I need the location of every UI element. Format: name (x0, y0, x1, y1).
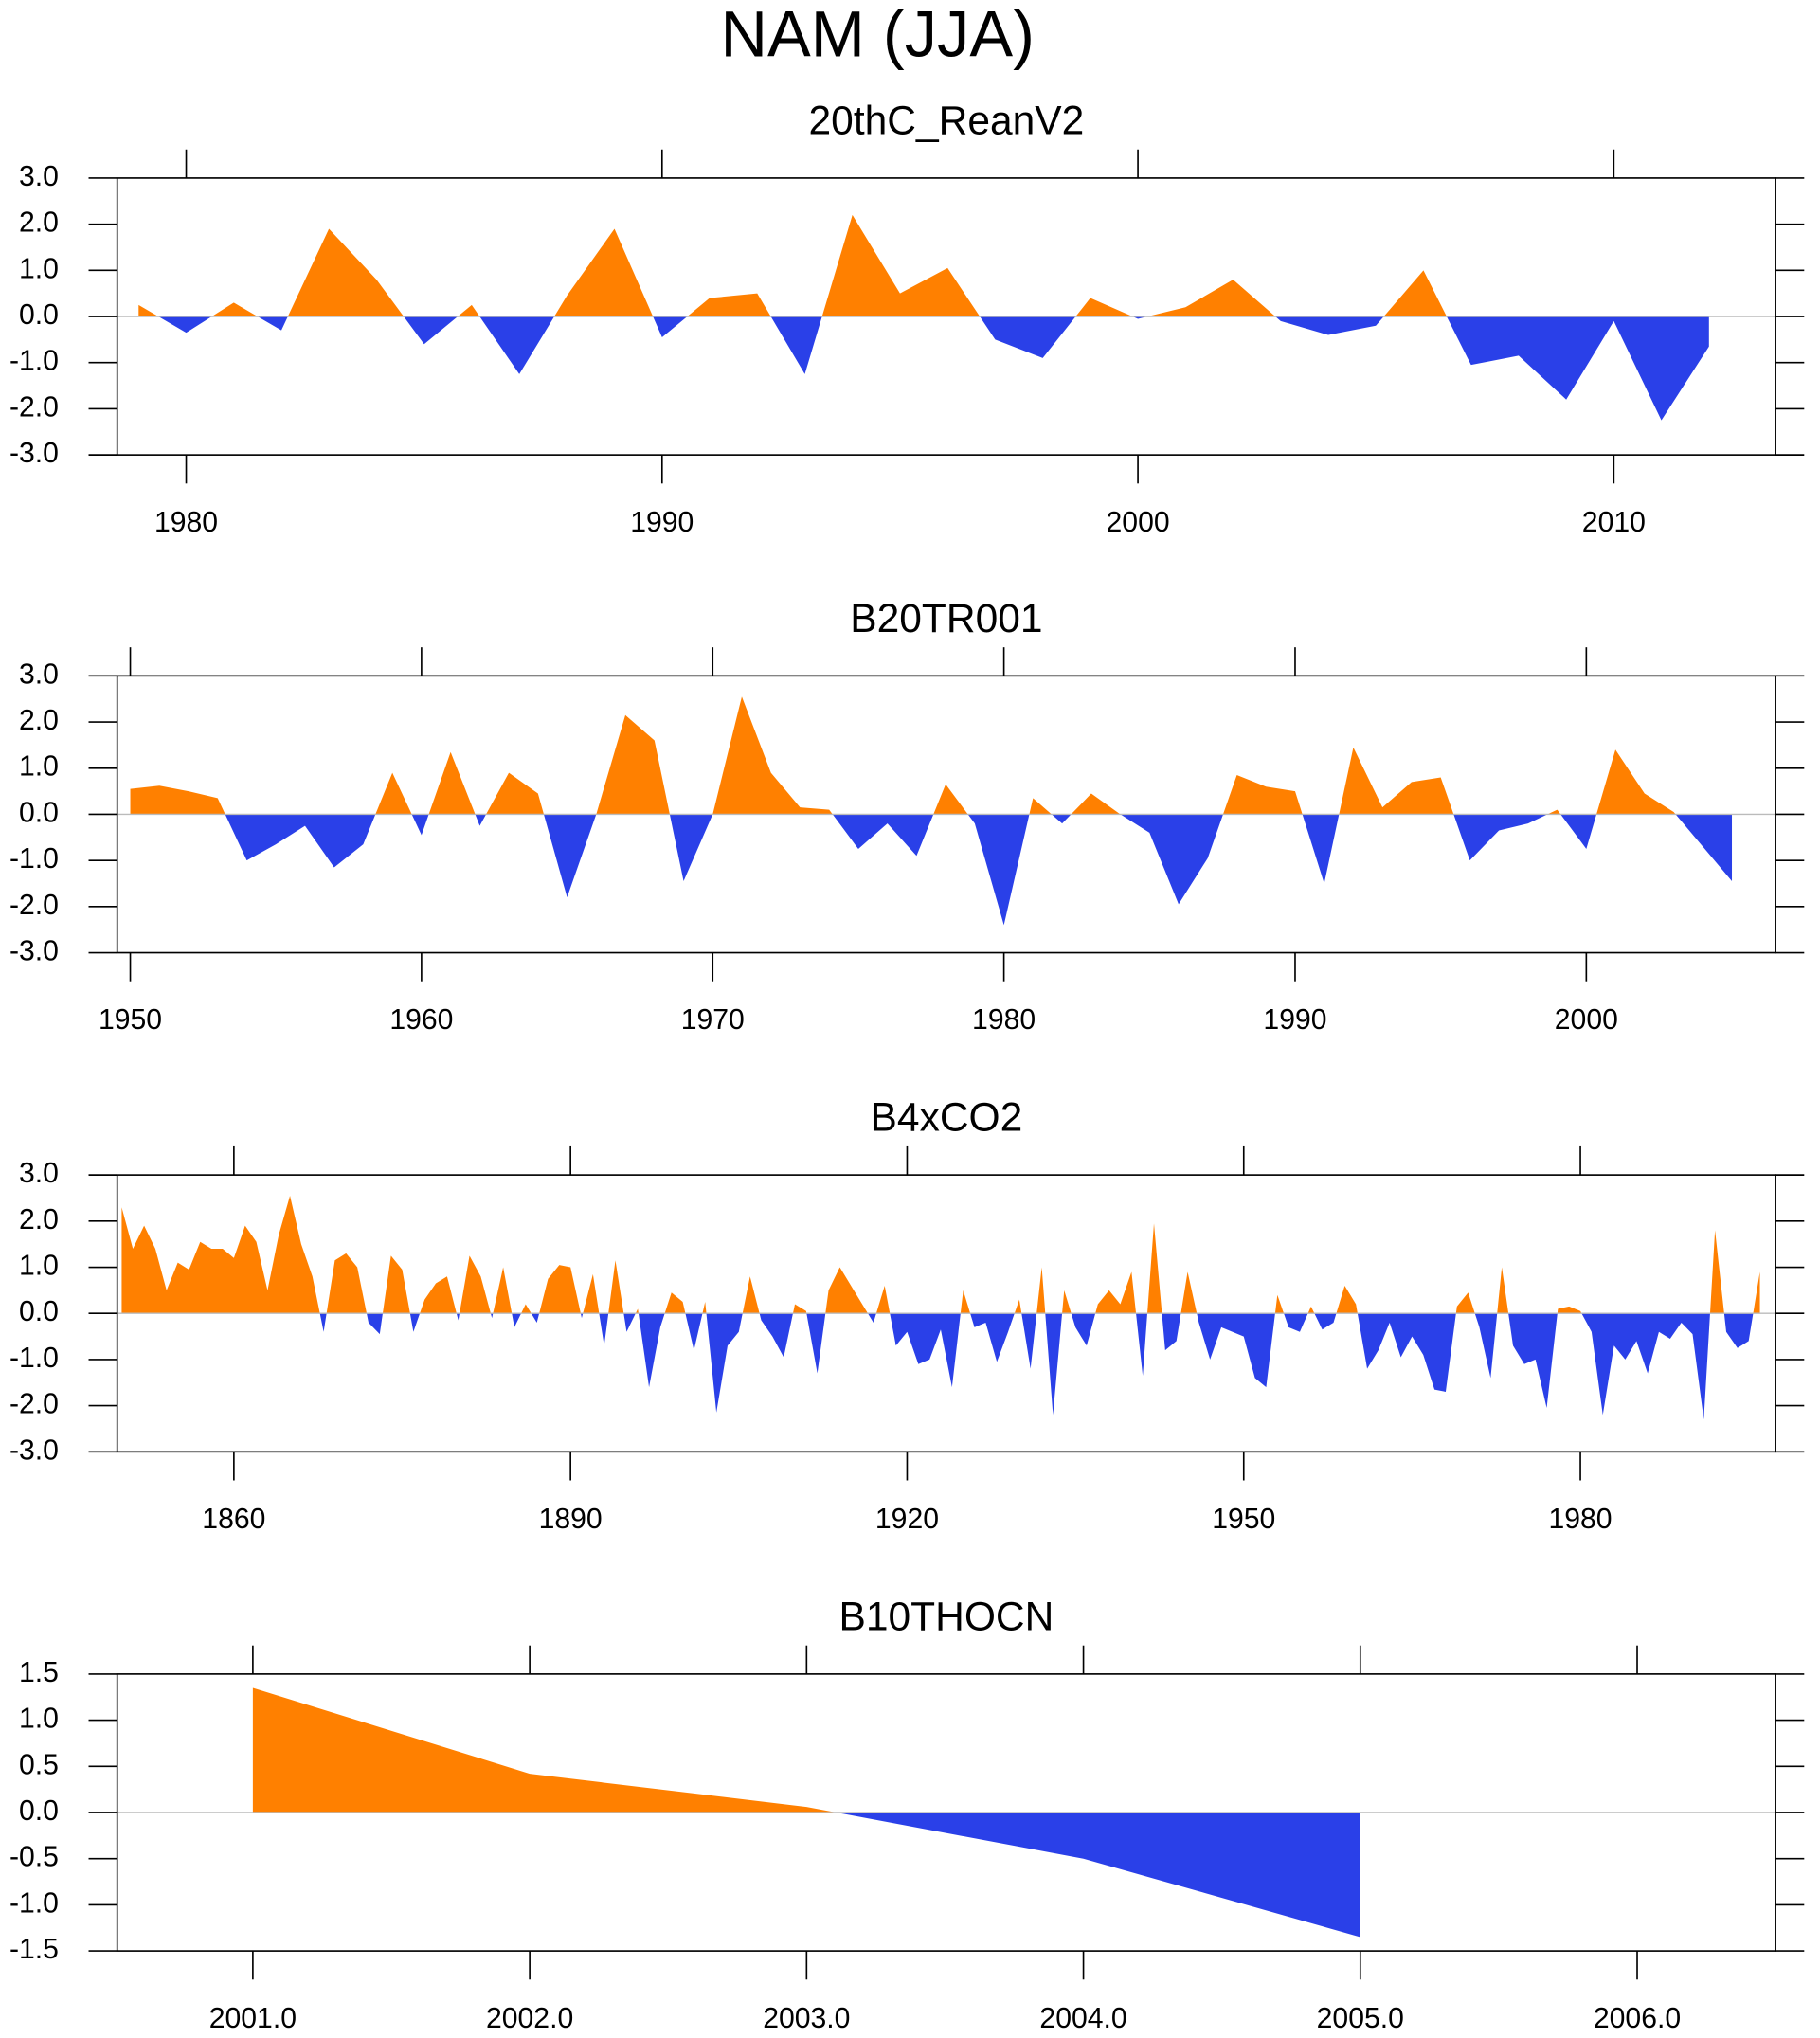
x-tick-label: 2000 (1107, 507, 1170, 538)
y-tick-label: 2.0 (19, 1204, 59, 1235)
area-negative (130, 814, 1733, 926)
y-tick-label: -0.5 (9, 1842, 59, 1873)
x-tick-label: 1890 (539, 1504, 603, 1535)
panel-title: B20TR001 (850, 597, 1042, 641)
x-tick-label: 2000 (1555, 1004, 1618, 1036)
y-tick-label: -3.0 (9, 936, 59, 967)
x-tick-label: 2002.0 (486, 2003, 573, 2034)
x-tick-label: 1950 (1212, 1504, 1275, 1535)
area-negative (138, 316, 1709, 421)
x-tick-label: 1980 (1549, 1504, 1613, 1535)
x-tick-label: 1990 (630, 507, 694, 538)
y-tick-label: 0.0 (19, 1296, 59, 1327)
y-tick-label: 1.5 (19, 1657, 59, 1688)
y-tick-label: 1.0 (19, 1250, 59, 1281)
x-tick-label: 2001.0 (209, 2003, 297, 2034)
y-tick-label: 0.5 (19, 1749, 59, 1780)
x-tick-label: 2003.0 (763, 2003, 850, 2034)
x-tick-label: 2010 (1582, 507, 1646, 538)
y-tick-label: -1.0 (9, 843, 59, 875)
main-title: NAM (JJA) (720, 0, 1034, 70)
y-tick-label: -2.0 (9, 1389, 59, 1420)
x-tick-label: 1970 (681, 1004, 745, 1036)
area-positive (138, 214, 1709, 317)
y-tick-label: 3.0 (19, 1158, 59, 1189)
y-tick-label: -2.0 (9, 391, 59, 423)
x-tick-label: 1960 (389, 1004, 453, 1036)
panel-title: B10THOCN (839, 1596, 1054, 1640)
y-tick-label: -1.0 (9, 1887, 59, 1919)
y-tick-label: -1.5 (9, 1934, 59, 1965)
y-tick-label: -1.0 (9, 346, 59, 377)
area-positive (130, 696, 1733, 815)
y-tick-label: -1.0 (9, 1343, 59, 1374)
y-tick-label: 2.0 (19, 207, 59, 239)
y-tick-label: 3.0 (19, 161, 59, 192)
x-tick-label: 1950 (99, 1004, 162, 1036)
area-negative (252, 1812, 1360, 1938)
y-tick-label: 1.0 (19, 751, 59, 783)
y-tick-label: 0.0 (19, 299, 59, 331)
panel-title: B4xCO2 (871, 1096, 1023, 1141)
area-positive (252, 1687, 1360, 1813)
x-tick-label: 2006.0 (1594, 2003, 1681, 2034)
y-tick-label: -3.0 (9, 1434, 59, 1466)
y-tick-label: -3.0 (9, 438, 59, 469)
x-tick-label: 1980 (972, 1004, 1036, 1036)
y-tick-label: -2.0 (9, 890, 59, 921)
x-tick-label: 1860 (202, 1504, 265, 1535)
y-tick-label: 0.0 (19, 797, 59, 828)
y-tick-label: 1.0 (19, 1704, 59, 1735)
y-tick-label: 3.0 (19, 658, 59, 690)
x-tick-label: 1920 (875, 1504, 939, 1535)
x-tick-label: 1980 (154, 507, 218, 538)
area-positive (121, 1196, 1760, 1314)
panel-title: 20thC_ReanV2 (809, 99, 1085, 144)
area-negative (121, 1313, 1760, 1420)
x-tick-label: 2005.0 (1317, 2003, 1404, 2034)
y-tick-label: 1.0 (19, 253, 59, 284)
y-tick-label: 0.0 (19, 1795, 59, 1827)
y-tick-label: 2.0 (19, 705, 59, 736)
x-tick-label: 1990 (1263, 1004, 1326, 1036)
x-tick-label: 2004.0 (1039, 2003, 1126, 2034)
